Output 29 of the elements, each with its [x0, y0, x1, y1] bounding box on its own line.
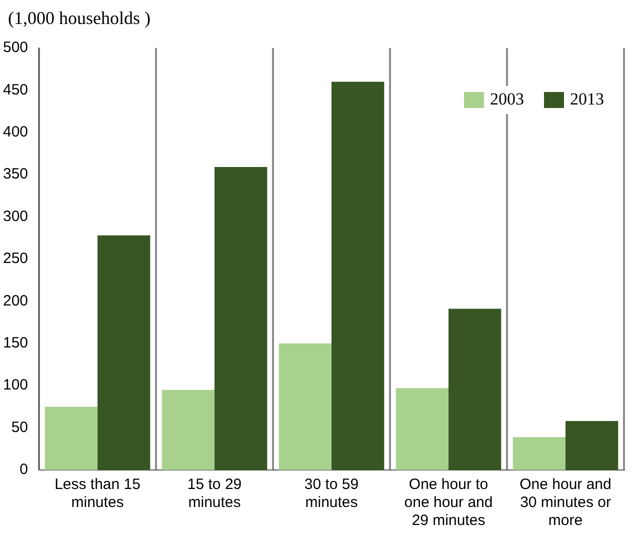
- y-tick-label: 200: [2, 292, 28, 310]
- y-axis-title: (1,000 households ): [8, 8, 150, 29]
- bar: [44, 406, 98, 470]
- bar: [214, 167, 268, 470]
- x-tick-label: One hour and 30 minutes or more: [520, 476, 612, 530]
- x-tick-label: 30 to 59 minutes: [304, 476, 359, 512]
- bar: [512, 437, 566, 470]
- bar: [396, 388, 449, 470]
- x-tick-label: One hour to one hour and 29 minutes: [404, 476, 493, 530]
- bar: [98, 235, 150, 470]
- y-tick-label: 250: [2, 250, 28, 268]
- y-tick-label: 150: [2, 334, 28, 352]
- y-tick-label: 450: [2, 81, 28, 98]
- y-tick-label: 50: [11, 418, 28, 436]
- y-tick-label: 100: [2, 376, 28, 394]
- legend-label: 2013: [570, 89, 604, 108]
- x-tick-label: Less than 15 minutes: [54, 476, 140, 512]
- y-tick-label: 400: [2, 124, 28, 141]
- y-tick-label: 350: [2, 166, 28, 183]
- bar: [162, 390, 215, 470]
- y-tick-label: 0: [20, 461, 28, 478]
- bar: [566, 421, 618, 470]
- y-tick-label: 300: [2, 208, 28, 225]
- legend-label: 2003: [490, 89, 524, 108]
- y-tick-label: 500: [2, 39, 28, 56]
- x-tick-label: 15 to 29 minutes: [187, 476, 242, 512]
- bar: [448, 308, 502, 470]
- bar: [278, 343, 332, 470]
- bar: [332, 82, 384, 470]
